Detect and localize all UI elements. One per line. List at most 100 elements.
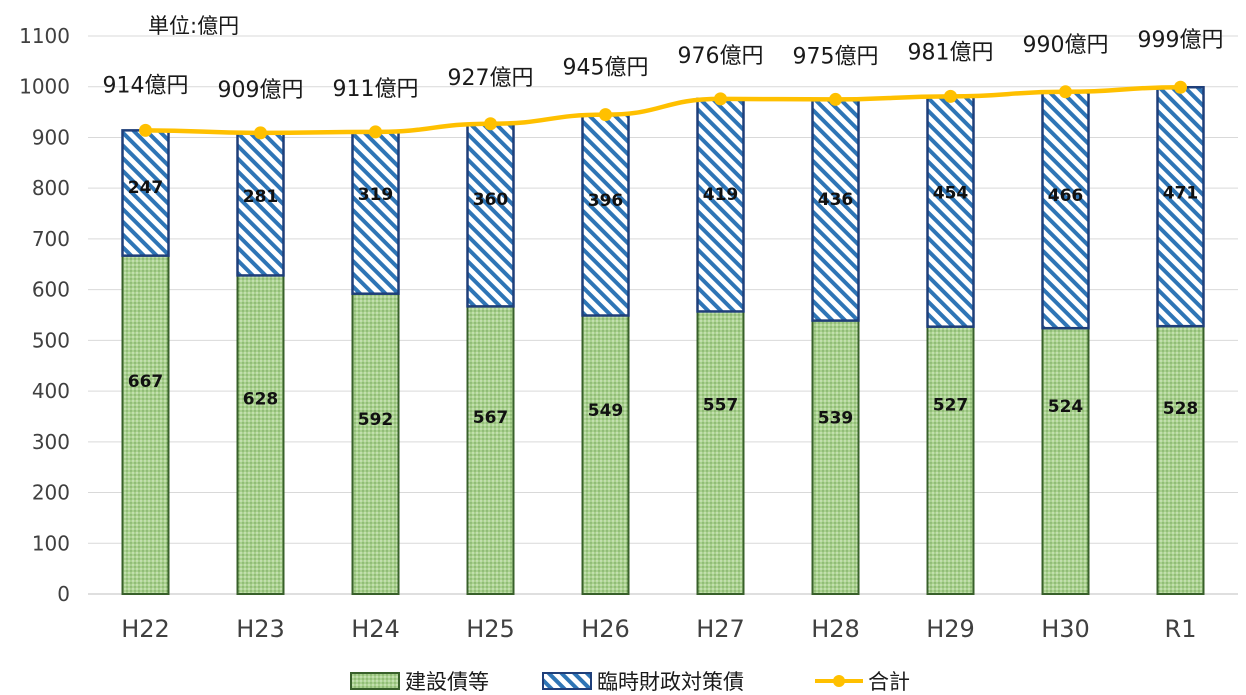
total-label-H27: 976億円 <box>678 44 764 69</box>
data-label-rinji: 281 <box>243 187 279 207</box>
x-tick-label: H25 <box>466 615 515 643</box>
x-tick-label: H26 <box>581 615 630 643</box>
x-tick-label: H29 <box>926 615 975 643</box>
total-marker-H23 <box>254 126 267 140</box>
legend-label-rinji: 臨時財政対策債 <box>597 670 744 694</box>
data-label-rinji: 454 <box>933 184 969 204</box>
y-axis: 0 100 200 300 400 500 600 700 800 900 1000 1100 <box>19 24 70 606</box>
bar-rinji-R1 <box>1156 85 1205 328</box>
total-labels: 914億円 909億円 911億円 927億円 945億円 976億円 975億円 981億円… <box>103 28 1224 103</box>
y-tick-label: 1100 <box>19 24 70 48</box>
total-marker-H25 <box>484 117 497 131</box>
bar-rinji-H24 <box>351 130 400 295</box>
legend-marker-total <box>833 675 845 687</box>
total-marker-H28 <box>829 92 842 106</box>
data-label-construction: 527 <box>933 395 969 415</box>
data-label-rinji: 419 <box>703 185 739 205</box>
x-tick-label: R1 <box>1165 615 1197 643</box>
data-label-construction: 528 <box>1163 399 1199 419</box>
bar-rinji-H26 <box>581 113 630 317</box>
data-label-construction: 628 <box>243 390 279 410</box>
bar-construction-R1 <box>1156 325 1205 595</box>
x-tick-label: H30 <box>1041 615 1090 643</box>
bar-construction-H27 <box>696 310 745 595</box>
data-label-rinji: 360 <box>473 190 509 210</box>
total-label-H30: 990億円 <box>1023 33 1109 58</box>
x-tick-label: H24 <box>351 615 400 643</box>
total-label-H28: 975億円 <box>793 44 879 69</box>
x-axis: H22 H23 H24 H25 H26 H27 H28 H29 H30 R1 <box>121 615 1196 643</box>
x-tick-label: H22 <box>121 615 170 643</box>
y-tick-label: 600 <box>32 278 70 302</box>
y-tick-label: 400 <box>32 379 70 403</box>
total-marker-H24 <box>369 125 382 139</box>
y-tick-label: 900 <box>32 125 70 149</box>
bar-construction-H30 <box>1041 327 1090 595</box>
total-marker-H29 <box>944 89 957 103</box>
bar-construction-H28 <box>811 319 860 595</box>
data-label-construction: 567 <box>473 408 509 428</box>
legend-item-rinji: 臨時財政対策債 <box>542 670 744 694</box>
bar-rinji-H29 <box>926 95 975 328</box>
data-label-rinji: 466 <box>1048 186 1084 206</box>
data-label-rinji: 471 <box>1163 184 1199 204</box>
total-marker-H27 <box>714 92 727 106</box>
bar-construction-H23 <box>236 274 285 595</box>
total-marker-H30 <box>1059 85 1072 99</box>
legend: 建設債等 臨時財政対策債 合計 <box>350 670 910 694</box>
bar-construction-H25 <box>466 305 515 595</box>
bar-rinji-H27 <box>696 97 745 313</box>
y-tick-label: 700 <box>32 227 70 251</box>
data-label-construction: 524 <box>1048 397 1084 417</box>
y-tick-label: 300 <box>32 430 70 454</box>
y-tick-label: 0 <box>57 582 70 606</box>
data-label-construction: 539 <box>818 408 854 428</box>
y-tick-label: 100 <box>32 531 70 555</box>
total-line-path <box>145 84 1181 136</box>
data-label-rinji: 396 <box>588 191 624 211</box>
data-label-rinji: 436 <box>818 190 854 210</box>
y-tick-label: 200 <box>32 481 70 505</box>
total-line <box>139 80 1187 140</box>
bar-construction-H29 <box>926 325 975 595</box>
data-label-construction: 557 <box>703 396 739 416</box>
legend-item-construction: 建設債等 <box>350 670 489 694</box>
segment-labels: 667 247 628 281 592 319 567 360 549 396 557 419 539 4… <box>128 178 1199 430</box>
legend-swatch-construction <box>350 672 400 690</box>
data-label-rinji: 319 <box>358 185 394 205</box>
legend-swatch-rinji <box>542 672 592 690</box>
x-tick-label: H23 <box>236 615 285 643</box>
legend-label-construction: 建設債等 <box>405 670 489 694</box>
x-tick-label: H27 <box>696 615 745 643</box>
total-marker-R1 <box>1174 80 1187 94</box>
y-tick-label: 800 <box>32 176 70 200</box>
total-marker-H26 <box>599 108 612 122</box>
bar-construction-H22 <box>121 254 170 596</box>
total-label-H23: 909億円 <box>218 78 304 103</box>
total-marker-H22 <box>139 123 152 137</box>
total-label-H22: 914億円 <box>103 73 189 98</box>
data-label-rinji: 247 <box>128 178 164 198</box>
bar-construction-H26 <box>581 314 630 595</box>
bar-rinji-H28 <box>811 98 860 322</box>
y-tick-label: 1000 <box>19 75 70 99</box>
total-label-R1: 999億円 <box>1138 28 1224 53</box>
y-tick-label: 500 <box>32 328 70 352</box>
bar-rinji-H25 <box>466 122 515 308</box>
total-label-H26: 945億円 <box>563 56 649 81</box>
bar-rinji-H30 <box>1041 90 1090 330</box>
data-label-construction: 667 <box>128 372 164 392</box>
data-label-construction: 592 <box>358 410 394 430</box>
unit-label: 単位:億円 <box>148 14 239 38</box>
legend-item-total: 合計 <box>815 670 910 694</box>
total-label-H24: 911億円 <box>333 77 419 102</box>
x-tick-label: H28 <box>811 615 860 643</box>
data-label-construction: 549 <box>588 401 624 421</box>
legend-label-total: 合計 <box>868 670 910 694</box>
bars <box>121 85 1205 596</box>
total-label-H29: 981億円 <box>908 40 994 65</box>
bar-construction-H24 <box>351 292 400 595</box>
total-label-H25: 927億円 <box>448 66 534 91</box>
